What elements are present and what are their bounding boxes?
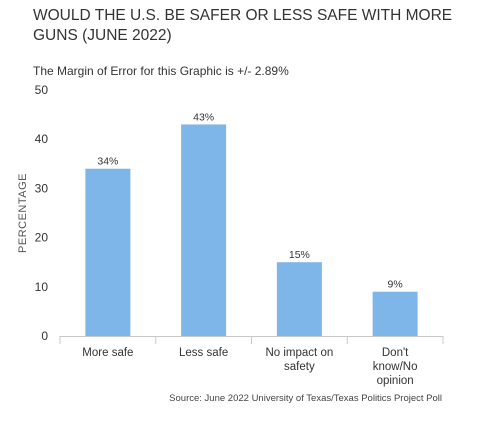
bar [372,291,418,336]
y-tick-label: 50 [35,83,49,97]
y-tick-label: 30 [35,181,49,195]
bar [85,168,131,336]
y-axis-label: PERCENTAGE [17,173,29,253]
category-label: No impact on safety [265,347,333,373]
category-label: Less safe [179,347,228,359]
chart-subtitle: The Margin of Error for this Graphic is … [33,64,289,78]
chart-source: Source: June 2022 University of Texas/Te… [169,393,442,404]
y-tick-label: 20 [35,231,49,245]
bar [181,124,227,336]
category-label: More safe [82,347,133,359]
data-label: 34% [97,156,118,168]
bar [276,262,322,336]
data-label: 43% [193,111,214,123]
y-tick-label: 0 [41,329,48,343]
category-label: Don't know/No opinion [373,347,418,387]
y-tick-label: 40 [35,132,49,146]
data-label: 15% [289,249,310,261]
data-label: 9% [388,279,403,291]
y-tick-label: 10 [35,280,49,294]
chart-title: WOULD THE U.S. BE SAFER OR LESS SAFE WIT… [33,7,453,44]
